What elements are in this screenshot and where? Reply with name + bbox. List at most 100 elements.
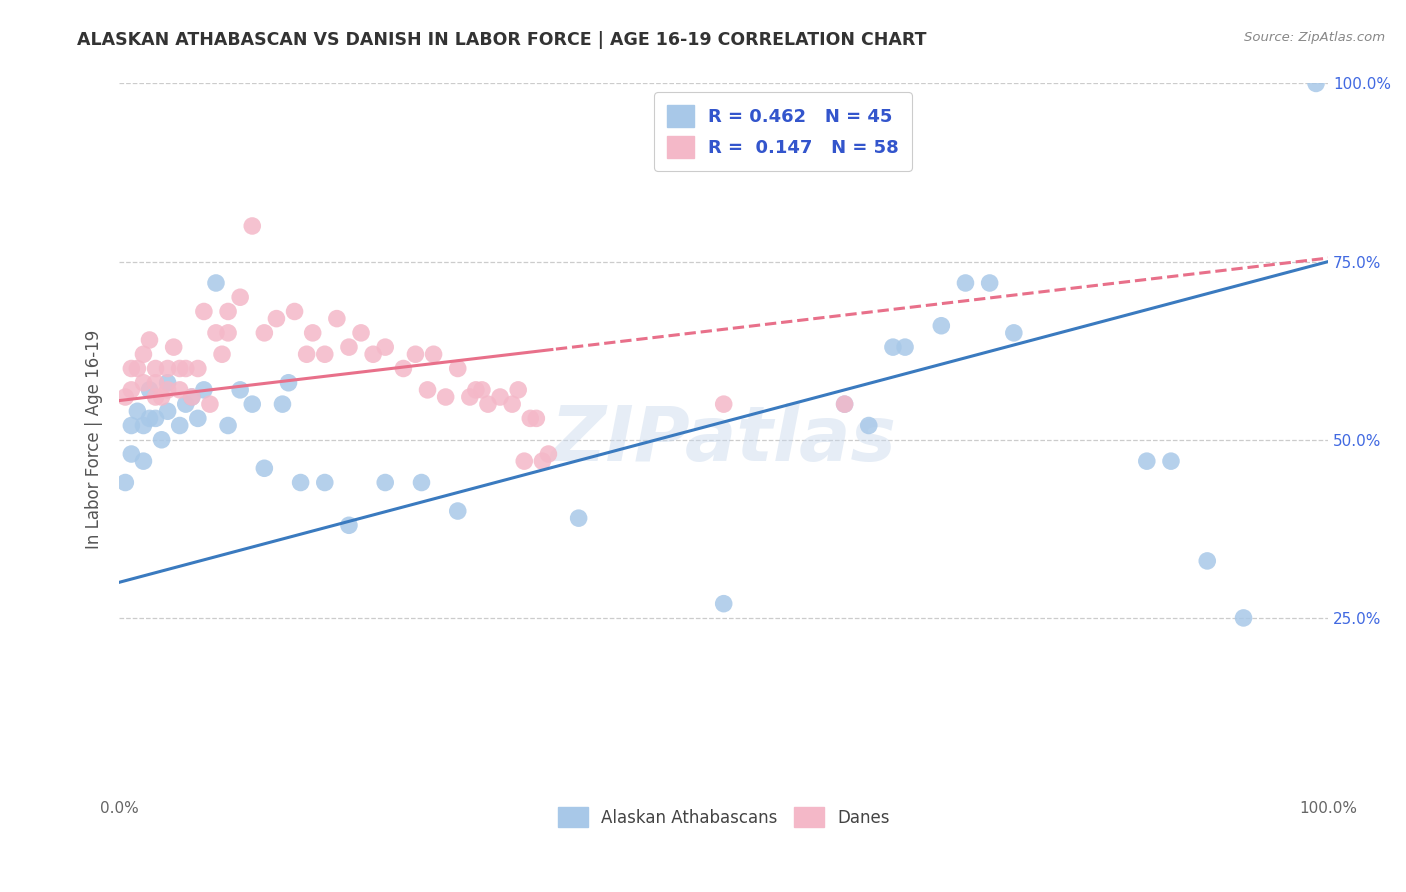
Point xyxy=(253,326,276,340)
Point xyxy=(858,418,880,433)
Point xyxy=(416,383,439,397)
Point xyxy=(240,397,263,411)
Point xyxy=(187,411,209,425)
Point xyxy=(290,475,312,490)
Point xyxy=(253,461,276,475)
Point xyxy=(174,361,197,376)
Point xyxy=(150,390,173,404)
Point xyxy=(1002,326,1025,340)
Point xyxy=(713,397,735,411)
Point xyxy=(464,383,486,397)
Point xyxy=(434,390,457,404)
Point xyxy=(568,511,591,525)
Point xyxy=(169,418,191,433)
Point xyxy=(422,347,444,361)
Point xyxy=(127,361,149,376)
Point xyxy=(271,397,294,411)
Point xyxy=(138,383,160,397)
Point xyxy=(284,304,307,318)
Point xyxy=(229,383,252,397)
Point xyxy=(477,397,499,411)
Point xyxy=(314,347,336,361)
Point xyxy=(350,326,373,340)
Point xyxy=(120,383,142,397)
Text: ZIPatlas: ZIPatlas xyxy=(551,403,897,476)
Point xyxy=(240,219,263,233)
Point xyxy=(277,376,299,390)
Point xyxy=(489,390,512,404)
Text: ALASKAN ATHABASCAN VS DANISH IN LABOR FORCE | AGE 16-19 CORRELATION CHART: ALASKAN ATHABASCAN VS DANISH IN LABOR FO… xyxy=(77,31,927,49)
Point xyxy=(138,333,160,347)
Point xyxy=(713,597,735,611)
Point xyxy=(979,276,1001,290)
Point xyxy=(524,411,547,425)
Point xyxy=(156,376,179,390)
Point xyxy=(361,347,384,361)
Point xyxy=(138,411,160,425)
Point xyxy=(301,326,323,340)
Point xyxy=(295,347,318,361)
Point xyxy=(217,326,239,340)
Point xyxy=(145,361,167,376)
Point xyxy=(894,340,917,354)
Point xyxy=(458,390,481,404)
Point xyxy=(169,361,191,376)
Point xyxy=(447,361,470,376)
Point xyxy=(326,311,349,326)
Point xyxy=(1160,454,1182,468)
Point xyxy=(132,347,155,361)
Point xyxy=(193,383,215,397)
Point xyxy=(198,397,221,411)
Point xyxy=(508,383,530,397)
Point xyxy=(145,411,167,425)
Point xyxy=(180,390,202,404)
Point xyxy=(314,475,336,490)
Point xyxy=(187,361,209,376)
Point xyxy=(501,397,523,411)
Point xyxy=(834,397,856,411)
Point xyxy=(882,340,904,354)
Point xyxy=(120,447,142,461)
Point xyxy=(193,304,215,318)
Point xyxy=(266,311,288,326)
Point xyxy=(411,475,433,490)
Point xyxy=(374,340,396,354)
Point xyxy=(337,340,360,354)
Point xyxy=(537,447,560,461)
Point xyxy=(217,418,239,433)
Point xyxy=(127,404,149,418)
Point xyxy=(834,397,856,411)
Point xyxy=(156,383,179,397)
Point xyxy=(1305,77,1327,91)
Text: Source: ZipAtlas.com: Source: ZipAtlas.com xyxy=(1244,31,1385,45)
Point xyxy=(929,318,952,333)
Point xyxy=(145,376,167,390)
Point xyxy=(337,518,360,533)
Point xyxy=(169,383,191,397)
Point xyxy=(217,304,239,318)
Point xyxy=(163,340,186,354)
Point xyxy=(114,390,136,404)
Point xyxy=(132,418,155,433)
Point xyxy=(513,454,536,468)
Point xyxy=(120,418,142,433)
Point xyxy=(404,347,426,361)
Legend: Alaskan Athabascans, Danes: Alaskan Athabascans, Danes xyxy=(551,800,897,834)
Point xyxy=(156,361,179,376)
Point xyxy=(180,390,202,404)
Point xyxy=(174,397,197,411)
Point xyxy=(471,383,494,397)
Point xyxy=(519,411,541,425)
Point xyxy=(132,454,155,468)
Point xyxy=(150,433,173,447)
Point xyxy=(374,475,396,490)
Point xyxy=(1232,611,1254,625)
Point xyxy=(120,361,142,376)
Point xyxy=(205,276,228,290)
Point xyxy=(211,347,233,361)
Point xyxy=(229,290,252,304)
Point xyxy=(1136,454,1159,468)
Point xyxy=(1197,554,1219,568)
Point xyxy=(145,390,167,404)
Point xyxy=(205,326,228,340)
